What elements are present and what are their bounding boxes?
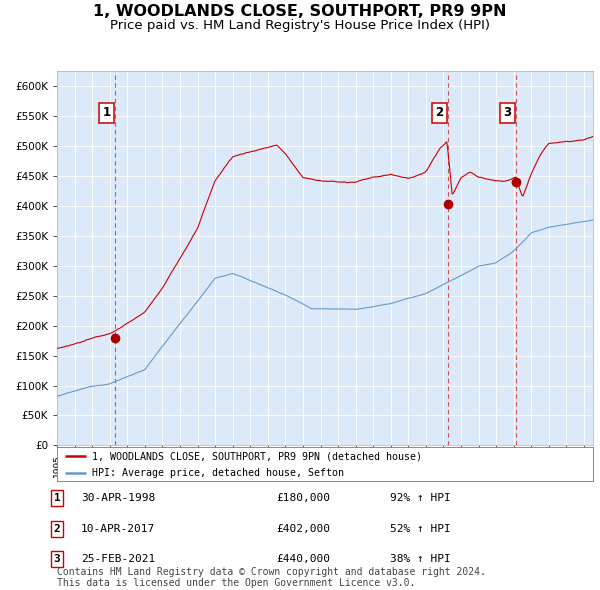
Text: £180,000: £180,000 [276,493,330,503]
Text: 38% ↑ HPI: 38% ↑ HPI [390,555,451,564]
Text: Price paid vs. HM Land Registry's House Price Index (HPI): Price paid vs. HM Land Registry's House … [110,19,490,32]
Text: £402,000: £402,000 [276,524,330,533]
Text: 52% ↑ HPI: 52% ↑ HPI [390,524,451,533]
Text: 30-APR-1998: 30-APR-1998 [81,493,155,503]
Text: 1: 1 [53,493,61,503]
Text: 25-FEB-2021: 25-FEB-2021 [81,555,155,564]
Text: 1, WOODLANDS CLOSE, SOUTHPORT, PR9 9PN: 1, WOODLANDS CLOSE, SOUTHPORT, PR9 9PN [93,4,507,19]
Text: 3: 3 [53,555,61,564]
Text: 1, WOODLANDS CLOSE, SOUTHPORT, PR9 9PN (detached house): 1, WOODLANDS CLOSE, SOUTHPORT, PR9 9PN (… [92,451,422,461]
Text: 2: 2 [436,106,443,119]
Text: 1: 1 [103,106,111,119]
Text: 10-APR-2017: 10-APR-2017 [81,524,155,533]
Text: Contains HM Land Registry data © Crown copyright and database right 2024.
This d: Contains HM Land Registry data © Crown c… [57,566,486,588]
Text: 2: 2 [53,524,61,533]
Text: £440,000: £440,000 [276,555,330,564]
Text: 3: 3 [503,106,512,119]
Text: 92% ↑ HPI: 92% ↑ HPI [390,493,451,503]
Text: HPI: Average price, detached house, Sefton: HPI: Average price, detached house, Seft… [92,468,344,478]
